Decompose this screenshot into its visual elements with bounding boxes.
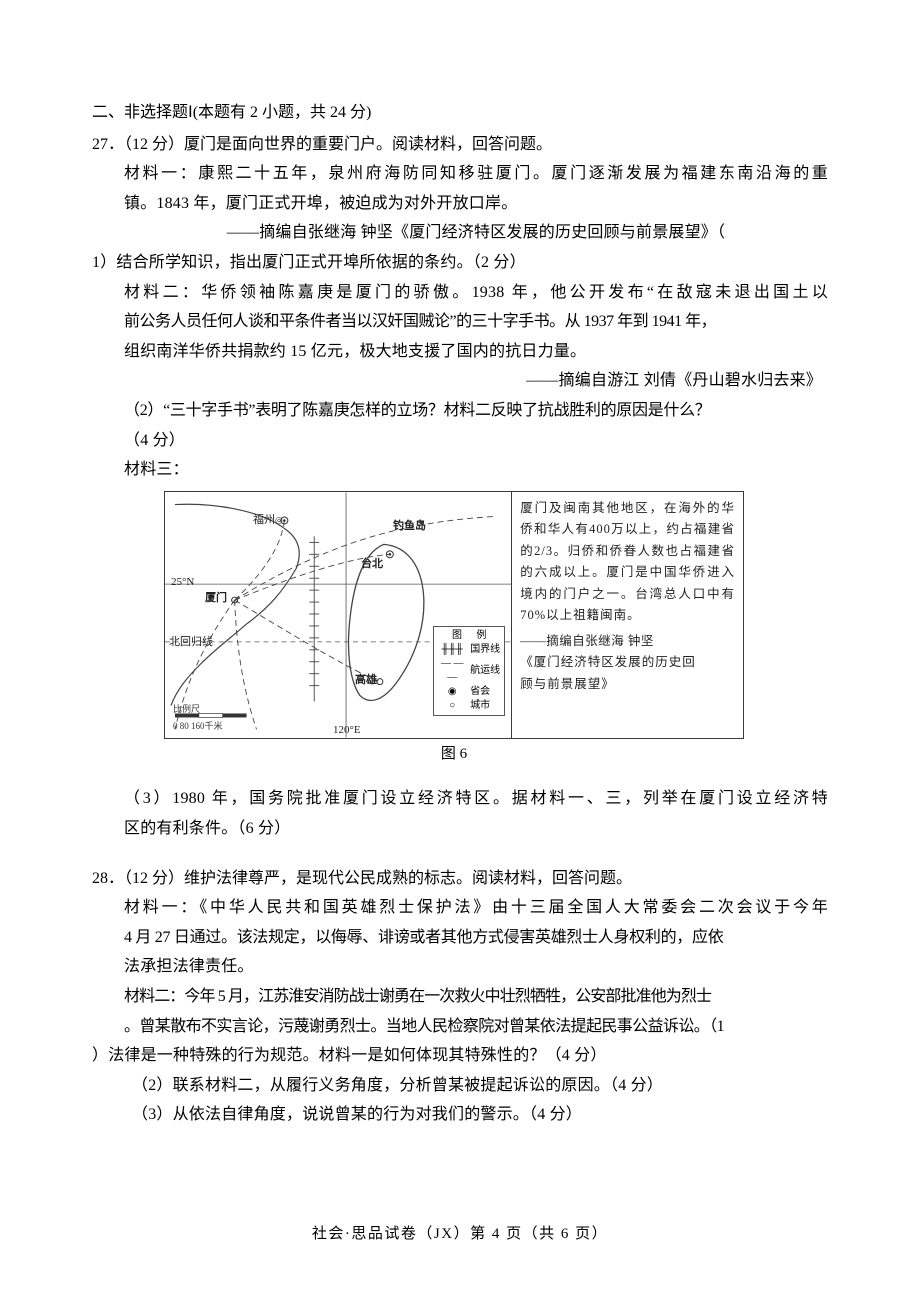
question-27: 27．（12 分）厦门是面向世界的重要门户。阅读材料，回答问题。 材料一：康熙二…	[92, 130, 828, 844]
question-28: 28．（12 分）维护法律尊严，是现代公民成熟的标志。阅读材料，回答问题。 材料…	[92, 864, 828, 1130]
label-fuzhou: 福州◎	[253, 510, 283, 530]
q28-part2: （2）联系材料二，从履行义务角度，分析曾某被提起诉讼的原因。（4 分）	[92, 1071, 828, 1101]
q28-header: 28．（12 分）维护法律尊严，是现代公民成熟的标志。阅读材料，回答问题。	[92, 864, 828, 894]
label-tropic: 北回归线	[169, 632, 213, 652]
q27-material2-citation: ——摘编自游江 刘倩《丹山碧水归去来》	[92, 366, 828, 396]
legend-label: 省会	[470, 685, 490, 699]
sidebar-cite2: 《厦门经济特区发展的历史回	[520, 652, 735, 674]
map-panel: 福州◎ 钓鱼岛 台北 25°N 厦门 北回归线 高雄 120°E 比例尺 0 8…	[165, 492, 512, 738]
label-diaoyu: 钓鱼岛	[393, 516, 426, 536]
q27-figure: 福州◎ 钓鱼岛 台北 25°N 厦门 北回归线 高雄 120°E 比例尺 0 8…	[92, 491, 828, 769]
legend-label: 国界线	[470, 643, 500, 657]
q28-material2-line2: 。曾某散布不实言论，污蔑谢勇烈士。当地人民检察院对曾某依法提起民事公益诉讼。（1	[92, 1012, 828, 1042]
map-legend: 图 例 ╫╫╫ 国界线 — — — 航运线 ◉ 省会	[433, 626, 505, 716]
legend-label: 航运线	[470, 664, 500, 678]
q28-material2-line1: 材料二：今年 5 月，江苏淮安消防战士谢勇在一次救火中壮烈牺牲，公安部批准他为烈…	[92, 982, 828, 1012]
sidebar-cite1: ——摘编自张继海 钟坚	[520, 631, 735, 653]
page-footer: 社会·思品试卷（JX）第 4 页（共 6 页）	[0, 1221, 920, 1249]
legend-title: 图 例	[438, 629, 500, 643]
q27-material2-line3: 组织南洋华侨共捐款约 15 亿元，极大地支援了国内的抗日力量。	[92, 337, 828, 367]
q27-material2-line2: 前公务人员任何人谈和平条件者当以汉奸国贼论”的三十字手书。从 1937 年到 1…	[92, 307, 828, 337]
q27-material1-line1: 材料一：康熙二十五年，泉州府海防同知移驻厦门。厦门逐渐发展为福建东南沿海的重	[92, 159, 828, 189]
scale-title: 比例尺	[173, 704, 223, 715]
q28-part1: ）法律是一种特殊的行为规范。材料一是如何体现其特殊性的？（4 分）	[92, 1041, 828, 1071]
sidebar-body: 厦门及闽南其他地区，在海外的华侨和华人有400万以上，约占福建省的2/3。归侨和…	[520, 498, 735, 627]
q27-material1-line2: 镇。1843 年，厦门正式开埠，被迫成为对外开放口岸。	[92, 189, 828, 219]
figure-row: 福州◎ 钓鱼岛 台北 25°N 厦门 北回归线 高雄 120°E 比例尺 0 8…	[164, 491, 744, 739]
q27-part2-line1: （2）“三十字手书”表明了陈嘉庚怎样的立场？材料二反映了抗战胜利的原因是什么？	[92, 396, 828, 426]
q27-header: 27．（12 分）厦门是面向世界的重要门户。阅读材料，回答问题。	[92, 130, 828, 160]
q28-material1-line1: 材料一：《中华人民共和国英雄烈士保护法》由十三届全国人大常委会二次会议于今年	[92, 893, 828, 923]
label-gaoxiong: 高雄	[355, 670, 377, 690]
q27-material2-line1: 材料二：华侨领袖陈嘉庚是厦门的骄傲。1938 年，他公开发布“在敌寇未退出国土以	[92, 278, 828, 308]
q27-part2-line2: （4 分）	[92, 426, 828, 456]
q27-material3-label: 材料三：	[92, 455, 828, 485]
figure-caption: 图 6	[164, 741, 744, 769]
sidebar-cite3: 顾与前景展望》	[520, 674, 735, 696]
guojie-icon: ╫╫╫	[438, 643, 466, 657]
q27-part1: 1）结合所学知识，指出厦门正式开埠所依据的条约。（2 分）	[92, 248, 828, 278]
q28-part3: （3）从依法自律角度，说说曾某的行为对我们的警示。（4 分）	[92, 1100, 828, 1130]
sidebar-text-panel: 厦门及闽南其他地区，在海外的华侨和华人有400万以上，约占福建省的2/3。归侨和…	[512, 492, 743, 738]
legend-row-hangyun: — — — 航运线	[438, 657, 500, 685]
q27-part3-line1: （3）1980 年，国务院批准厦门设立经济特区。据材料一、三，列举在厦门设立经济…	[92, 784, 828, 814]
q28-material1-line3: 法承担法律责任。	[92, 952, 828, 982]
legend-row-chengshi: ○ 城市	[438, 699, 500, 713]
exam-page: 二、非选择题Ⅰ(本题有 2 小题，共 24 分) 27．（12 分）厦门是面向世…	[0, 0, 920, 1301]
label-taibei: 台北	[361, 554, 383, 574]
label-25n: 25°N	[171, 572, 194, 592]
hangyun-icon: — — —	[438, 657, 466, 685]
q27-material1-citation: ——摘编自张继海 钟坚《厦门经济特区发展的历史回顾与前景展望》（	[92, 218, 828, 248]
chengshi-icon: ○	[438, 699, 466, 713]
scale-box: 比例尺 0 80 160千米	[173, 704, 223, 732]
legend-row-guojie: ╫╫╫ 国界线	[438, 643, 500, 657]
scale-values: 0 80 160千米	[173, 721, 223, 732]
legend-label: 城市	[470, 699, 490, 713]
section-heading: 二、非选择题Ⅰ(本题有 2 小题，共 24 分)	[92, 98, 828, 128]
q27-part3-line2: 区的有利条件。（6 分）	[92, 814, 828, 844]
q28-material1-line2: 4 月 27 日通过。该法规定，以侮辱、诽谤或者其他方式侵害英雄烈士人身权利的，…	[92, 923, 828, 953]
shenghui-icon: ◉	[438, 685, 466, 699]
label-xiamen: 厦门	[205, 588, 227, 608]
label-120e: 120°E	[333, 720, 361, 740]
legend-row-shenghui: ◉ 省会	[438, 685, 500, 699]
